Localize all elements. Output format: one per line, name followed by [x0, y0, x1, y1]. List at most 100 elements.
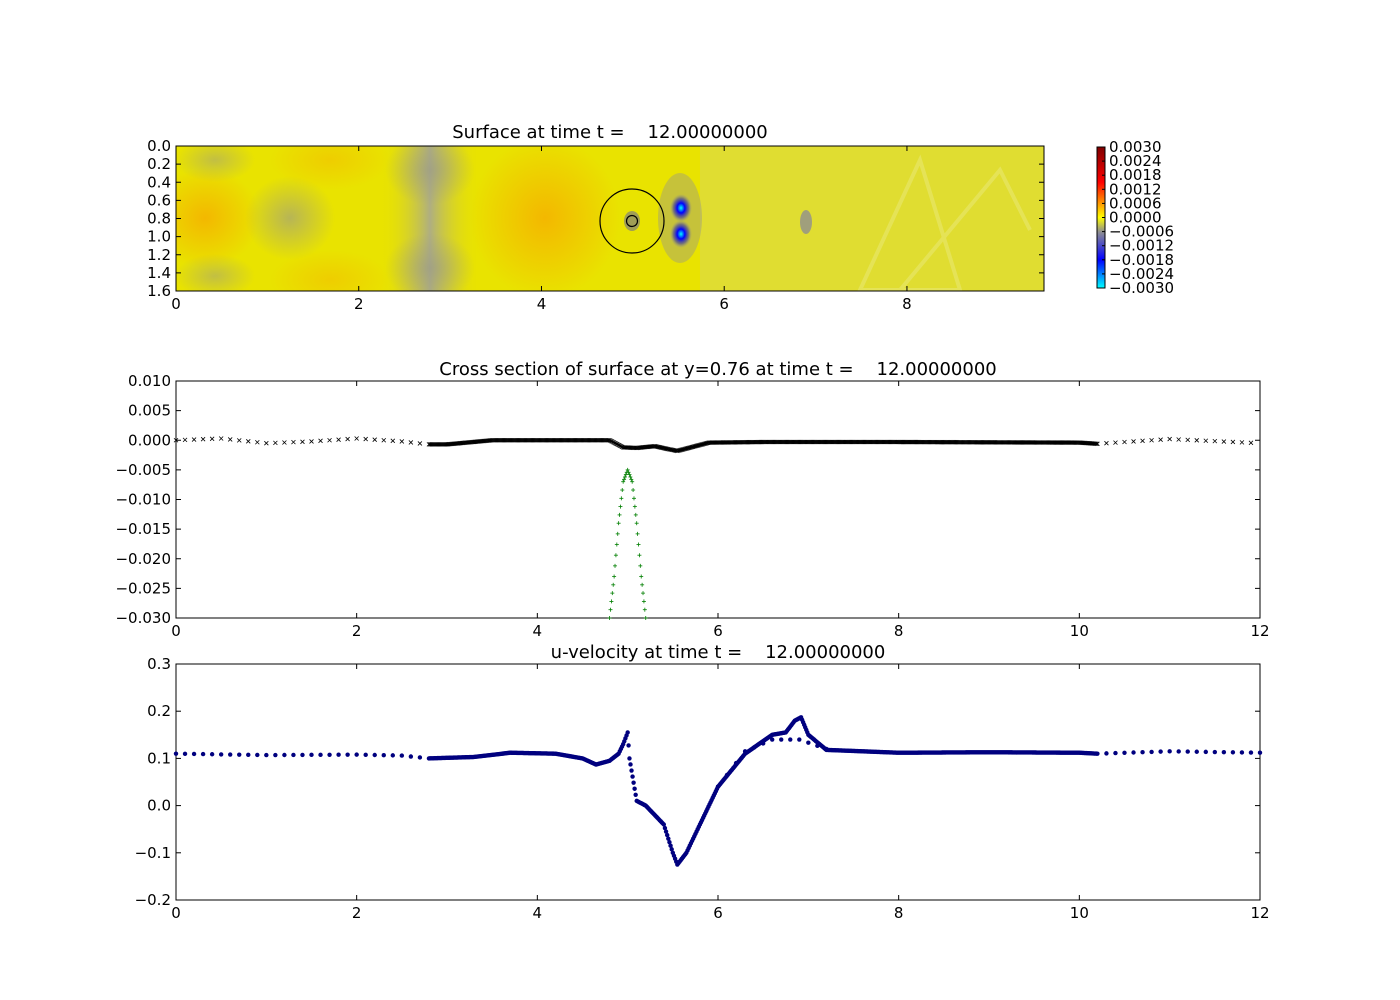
y-tick-label: −0.005: [115, 461, 171, 479]
bottom-point: [607, 616, 612, 620]
velocity-point: [399, 753, 405, 758]
velocity-point: [715, 784, 721, 789]
x-tick-label: 8: [894, 904, 904, 922]
colorbar-tick-label: −0.0030: [1109, 279, 1174, 297]
velocity-point: [1230, 750, 1236, 755]
velocity-point: [1212, 749, 1218, 755]
bottom-point: [641, 591, 646, 596]
velocity-point: [228, 752, 233, 757]
surface-point: [191, 437, 197, 442]
surface-point: [291, 439, 296, 445]
velocity-point: [363, 752, 368, 758]
velocity-point: [806, 740, 811, 745]
surface-point: [1113, 440, 1118, 445]
velocity-point: [417, 755, 423, 760]
surface-point: [1239, 440, 1245, 445]
y-tick-label: −0.015: [115, 520, 171, 538]
bottom-point: [628, 474, 633, 479]
surface-point: [1140, 438, 1145, 444]
surface-point: [218, 436, 224, 441]
x-tick-label: 12: [1250, 904, 1269, 922]
y-tick-label: 0.0: [147, 797, 171, 815]
bottom-point: [625, 467, 630, 472]
velocity-point: [1257, 750, 1263, 755]
y-tick-label: 0.3: [147, 655, 171, 673]
x-tick-label: 0: [171, 904, 181, 922]
velocity-point: [209, 752, 215, 757]
velocity-point: [669, 847, 674, 852]
bottom-point: [609, 599, 614, 604]
velocity-point: [1149, 749, 1154, 755]
u-velocity-panel: 0 2 4 6 8 10 12 0.3 0.2 0.1 0.0 −0.1 −0.2 u-velocity…: [135, 642, 1270, 922]
surface-point: [1104, 440, 1109, 446]
x-tick-label: 6: [713, 904, 723, 922]
cross-section-panel: 0 2 4 6 8 10 12 0.010 0.005 0.000 −0.005 −0.010 −0.0…: [115, 359, 1269, 640]
velocity-point: [667, 839, 672, 845]
colorbar-tick-label: 0.0006: [1109, 194, 1162, 212]
velocity-point: [1167, 749, 1172, 754]
surface-point: [1149, 437, 1154, 443]
velocity-point: [630, 774, 635, 779]
velocity-point: [627, 756, 632, 761]
x-tick-label: 8: [894, 622, 904, 640]
velocity-point: [742, 749, 748, 754]
velocity-point: [733, 760, 739, 766]
x-tick-label: 4: [533, 622, 543, 640]
velocity-point: [663, 829, 669, 834]
surface-point: [227, 437, 233, 442]
velocity-point: [1239, 750, 1245, 755]
velocity-point: [751, 745, 757, 750]
obstacle-inner-circle: [625, 214, 639, 228]
velocity-point: [629, 768, 634, 773]
y-tick-label: 1.0: [147, 228, 171, 246]
surface-point: [273, 440, 278, 446]
velocity-point: [273, 752, 278, 758]
velocity-point: [1158, 749, 1163, 754]
bottom-point: [636, 542, 641, 547]
velocity-point: [668, 843, 673, 848]
velocity-point: [309, 752, 314, 758]
surface-point: [1230, 439, 1236, 445]
surface-point: [182, 437, 188, 443]
cross-section-marks: [173, 436, 1254, 620]
bottom-point: [632, 504, 637, 509]
velocity-point: [327, 752, 332, 757]
heatmap-ticks: 0 2 4 6 8 0.00.20.40.60.81.01.21.41.6: [147, 137, 1044, 313]
bottom-point: [612, 574, 617, 579]
bottom-point: [610, 591, 615, 596]
y-tick-label: −0.030: [115, 609, 171, 627]
x-tick-label: 4: [537, 295, 547, 313]
colorbar: 0.00300.00240.00180.00120.00060.0000−0.0…: [1096, 138, 1174, 297]
surface-point: [1185, 437, 1191, 443]
velocity-point: [1203, 749, 1209, 755]
velocity-point: [666, 836, 671, 841]
velocity-point: [336, 752, 341, 757]
velocity-point: [1104, 751, 1109, 756]
heatmap-title: Surface at time t = 12.00000000: [452, 122, 767, 143]
velocity-point: [632, 786, 637, 791]
velocity-point: [345, 752, 350, 757]
velocity-point: [633, 792, 638, 798]
surface-point: [372, 437, 378, 442]
velocity-point: [390, 753, 395, 758]
velocity-point: [661, 822, 666, 827]
y-tick-label: 0.8: [147, 210, 171, 228]
x-tick-label: 6: [719, 295, 729, 313]
colorbar-tick-label: 0.0012: [1109, 180, 1162, 198]
x-tick-label: 4: [533, 904, 543, 922]
surface-point: [245, 439, 251, 444]
surface-point: [1122, 439, 1127, 445]
x-tick-label: 6: [713, 622, 723, 640]
bottom-point: [613, 563, 618, 568]
velocity-point: [628, 762, 633, 767]
velocity-point: [625, 730, 630, 735]
surface-heatmap-panel: 0 2 4 6 8 0.00.20.40.60.81.01.21.41.6 Surface…: [147, 122, 1174, 313]
surface-point: [1212, 438, 1218, 444]
y-tick-label: 0.0: [147, 137, 171, 155]
surface-point: [354, 436, 359, 441]
bottom-point: [620, 488, 625, 493]
y-tick-label: −0.025: [115, 579, 171, 597]
x-tick-label: 0: [171, 622, 181, 640]
velocity-point: [1176, 749, 1181, 754]
